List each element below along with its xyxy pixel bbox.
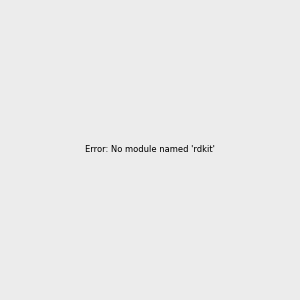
Text: Error: No module named 'rdkit': Error: No module named 'rdkit' bbox=[85, 146, 215, 154]
